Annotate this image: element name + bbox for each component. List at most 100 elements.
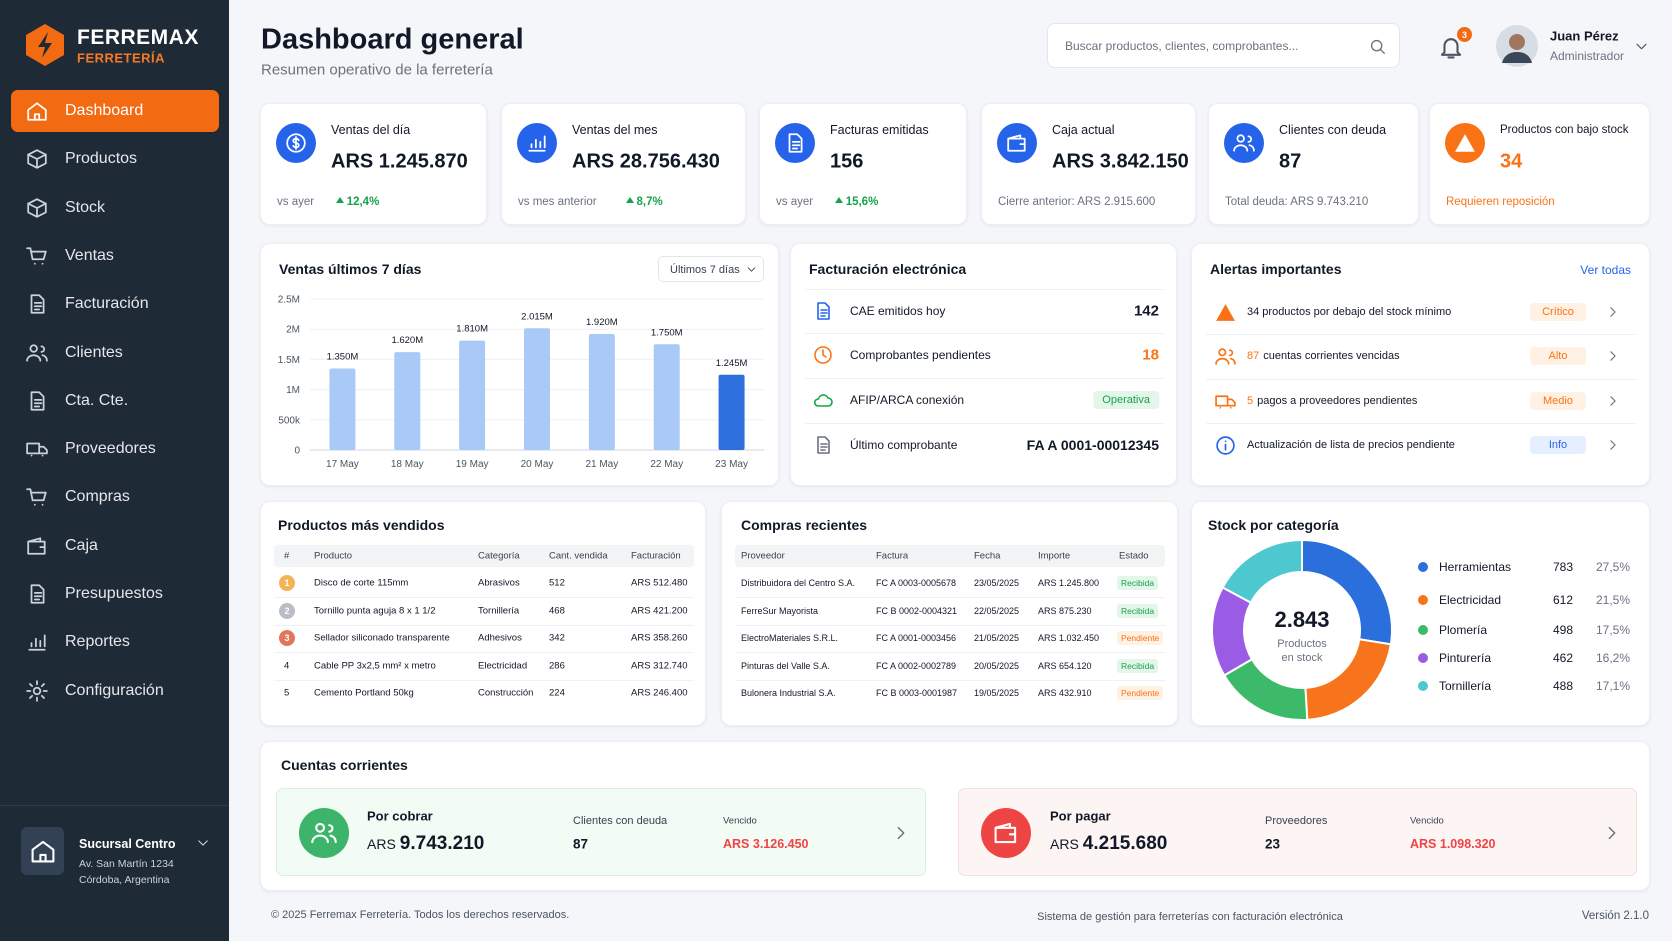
row-label: CAE emitidos hoy: [850, 304, 946, 318]
menu-item[interactable]: Proveedores: [11, 428, 219, 470]
legend-share: 17,5%: [1595, 623, 1630, 637]
kpi-icon: [1224, 123, 1264, 163]
alert-badge: Medio: [1530, 392, 1586, 410]
menu-label: Caja: [65, 536, 98, 554]
menu-label: Productos: [65, 150, 138, 168]
alert-message: pagos a proveedores pendientes: [1257, 395, 1418, 407]
row-divider: [1206, 379, 1636, 380]
account-card[interactable]: Por cobrar ARS 9.743.210 Clientes con deuda…: [276, 788, 926, 876]
rank: 4: [284, 660, 290, 672]
row-divider: [274, 679, 694, 681]
account-glyph-shape: [328, 824, 337, 844]
kpi-value: 156: [830, 150, 864, 173]
row-divider: [805, 378, 1164, 379]
footer-copyright: © 2025 Ferremax Ferretería. Todos los de…: [271, 909, 570, 921]
alert-open[interactable]: [1605, 437, 1621, 453]
bar: [653, 344, 680, 450]
row-value: FA A 0001-00012345: [1026, 437, 1159, 453]
account-icon: [981, 808, 1031, 858]
menu-item[interactable]: Stock: [11, 187, 219, 229]
user-role: Administrador: [1550, 49, 1625, 63]
badge-text: Crítico: [1542, 306, 1574, 318]
alert-icon: [1214, 347, 1236, 365]
alert-open[interactable]: [1605, 393, 1621, 409]
chart-title: Stock por categoría: [1208, 517, 1339, 533]
row-icon-shape: [822, 349, 827, 358]
alert-open[interactable]: [1605, 304, 1621, 320]
account-card[interactable]: Por pagar ARS 4.215.680 Proveedores 23 Vencid…: [958, 788, 1637, 876]
kpi-glyph-shape: [286, 133, 306, 153]
row-icon-shape: [820, 309, 828, 317]
bar: [588, 334, 615, 450]
table-cell: FerreSur Mayorista: [741, 606, 819, 616]
menu-item[interactable]: Clientes: [11, 332, 219, 374]
menu-item[interactable]: Facturación: [11, 283, 219, 325]
status-badge: Operativa: [1093, 391, 1159, 409]
menu-item[interactable]: Compras: [11, 476, 219, 518]
chevron: [897, 826, 905, 840]
menu-item[interactable]: Ventas: [11, 235, 219, 277]
menu-item[interactable]: Reportes: [11, 621, 219, 663]
alert-message: 34 productos por debajo del stock mínimo: [1247, 306, 1452, 318]
alert-open[interactable]: [1605, 348, 1621, 364]
kpi-card: Clientes con deuda 87 Total deuda: ARS 9.7…: [1208, 103, 1419, 225]
table-cell: ARS 875.230: [1038, 606, 1092, 616]
count-label: Clientes con deuda: [573, 815, 668, 827]
amount: 9.743.210: [399, 833, 485, 854]
account-glyph: [994, 822, 1017, 844]
status-text: Recibida: [1121, 661, 1155, 671]
menu-icon: [26, 442, 48, 457]
kpi-note: Cierre anterior: ARS 2.915.600: [998, 196, 1156, 208]
kpi-icon: [775, 123, 815, 163]
legend-label: Pinturería: [1439, 651, 1492, 665]
status-text: Operativa: [1102, 394, 1150, 406]
menu-label: Configuración: [65, 681, 164, 699]
alert-icon-shape: [1215, 435, 1235, 455]
column-header: #: [284, 550, 290, 562]
kpi-change: 8,7%: [636, 196, 663, 208]
menu-item[interactable]: Caja: [11, 525, 219, 567]
row-divider: [805, 333, 1164, 334]
table-cell: ARS 358.260: [631, 632, 688, 644]
donut-segment: [1221, 538, 1303, 604]
row-icon-shape: [813, 394, 833, 407]
kpi-glyph-shape: [292, 136, 300, 150]
menu-item[interactable]: Presupuestos: [11, 573, 219, 615]
legend-swatch: [1418, 595, 1428, 605]
menu-label: Cta. Cte.: [65, 391, 129, 409]
row-divider: [805, 289, 1164, 290]
menu-icon-shape: [30, 294, 45, 314]
menu-label: Compras: [65, 488, 130, 506]
chevron: [1608, 826, 1616, 840]
row-label: AFIP/ARCA conexión: [850, 393, 965, 407]
menu-item[interactable]: Cta. Cte.: [11, 380, 219, 422]
legend-label: Plomería: [1439, 623, 1488, 637]
notifications[interactable]: [1437, 32, 1465, 62]
search-box[interactable]: Buscar productos, clientes, comprobantes…: [1047, 23, 1400, 68]
view-all-link[interactable]: Ver todas: [1580, 263, 1631, 277]
column-header: Importe: [1038, 550, 1071, 562]
kpi-note: vs ayer: [277, 196, 315, 208]
row-label: Último comprobante: [850, 438, 958, 452]
avatar: [1496, 25, 1538, 67]
alert-icon-shape: [1214, 347, 1229, 365]
menu-item[interactable]: Dashboard: [11, 90, 219, 132]
status-badge: Recibida: [1117, 576, 1159, 590]
status-badge: Recibida: [1117, 604, 1159, 618]
overdue-value: ARS 3.126.450: [723, 837, 809, 851]
user-name: Juan Pérez: [1550, 28, 1619, 44]
column-header: Cant. vendida: [549, 550, 608, 562]
table-cell: FC B 0002-0004321: [876, 606, 958, 616]
row-icon-shape: [817, 436, 830, 454]
chevron-shape: [1610, 351, 1616, 361]
alert-icon-shape: [1228, 348, 1236, 365]
period-filter[interactable]: Últimos 7 días: [658, 256, 764, 282]
table-cell: 21/05/2025: [974, 633, 1020, 643]
up-arrow: [335, 197, 344, 203]
menu-item[interactable]: Configuración: [11, 670, 219, 712]
menu-item[interactable]: Productos: [11, 138, 219, 180]
bar-value-label: 1.920M: [586, 317, 618, 328]
alert-badge: Alto: [1530, 347, 1586, 365]
row-icon: [813, 394, 833, 407]
table-cell: FC A 0002-0002789: [876, 661, 957, 671]
